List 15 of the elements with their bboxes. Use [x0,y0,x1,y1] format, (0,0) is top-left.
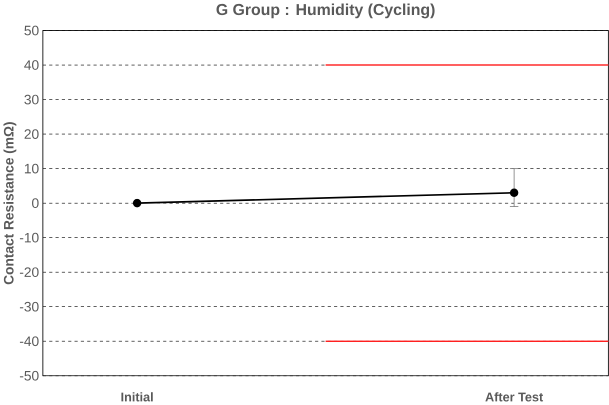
y-tick-label: 30 [24,94,39,104]
y-tick-label: -10 [20,232,39,243]
y-tick-label: 50 [24,26,39,36]
y-tick-label: 0 [32,198,39,208]
x-tick-label: Initial [121,392,153,402]
y-axis-title: Contact Resistance (mΩ) [4,122,16,284]
y-tick-label: -20 [20,267,39,278]
y-tick-label: 20 [24,129,39,139]
y-tick-label: -50 [20,370,39,381]
x-tick-label: After Test [485,392,544,402]
chart-title: G Group : Humidity (Cycling) [216,4,435,18]
y-tick-label: -30 [20,302,39,312]
y-tick-label: 10 [24,164,39,174]
y-tick-label: -40 [20,336,39,346]
y-tick-label: 40 [24,60,39,70]
